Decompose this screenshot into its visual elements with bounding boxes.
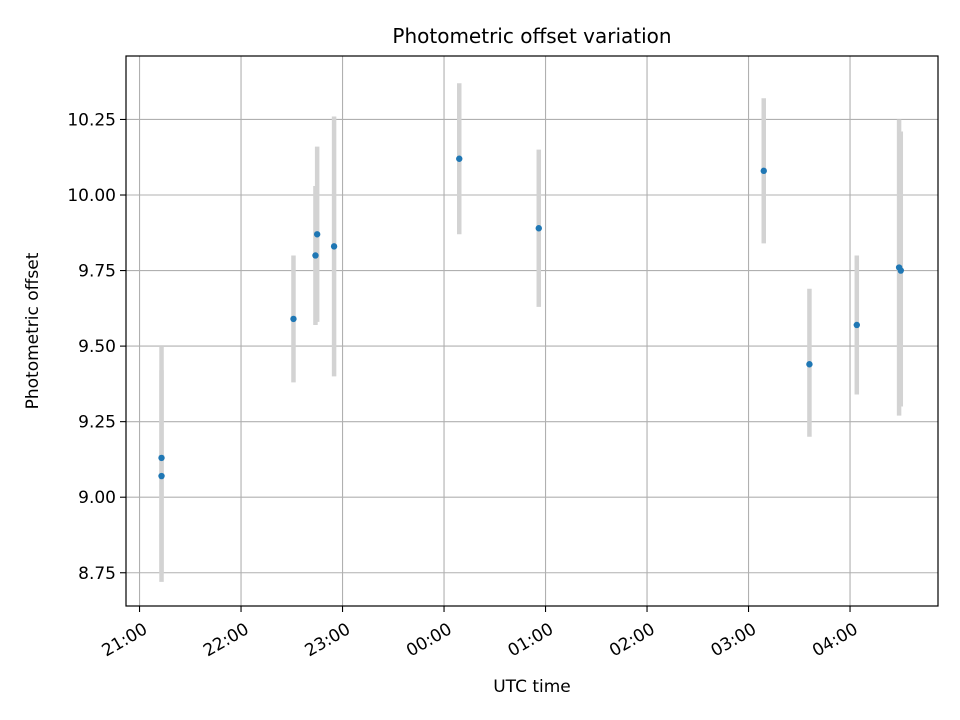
x-axis-label: UTC time bbox=[493, 677, 571, 697]
y-axis-ticks: 8.75 9.00 9.25 9.50 9.75 10.00 10.25 bbox=[67, 110, 126, 584]
data-point bbox=[313, 231, 321, 238]
y-tick-label: 9.75 bbox=[78, 262, 116, 282]
y-axis-label: Photometric offset bbox=[23, 252, 43, 409]
data-point bbox=[290, 315, 297, 323]
y-tick-label: 10.00 bbox=[67, 186, 116, 206]
plot-area-frame bbox=[125, 55, 939, 607]
y-tick-label: 9.00 bbox=[78, 488, 116, 508]
data-point bbox=[330, 243, 338, 250]
data-point bbox=[158, 454, 165, 462]
data-point bbox=[853, 321, 860, 329]
data-points bbox=[158, 155, 904, 480]
data-point bbox=[158, 472, 165, 480]
y-tick-label: 10.25 bbox=[67, 110, 116, 130]
y-tick-label: 8.75 bbox=[78, 564, 116, 584]
data-point bbox=[897, 267, 904, 274]
data-point bbox=[806, 361, 813, 368]
y-tick-label: 9.25 bbox=[78, 413, 116, 433]
chart-title: Photometric offset variation bbox=[392, 24, 671, 48]
grid-lines bbox=[126, 56, 938, 606]
data-point bbox=[456, 155, 463, 162]
data-point bbox=[312, 252, 319, 259]
data-point bbox=[535, 225, 542, 232]
y-tick-label: 9.50 bbox=[78, 337, 116, 357]
data-point bbox=[760, 167, 767, 175]
